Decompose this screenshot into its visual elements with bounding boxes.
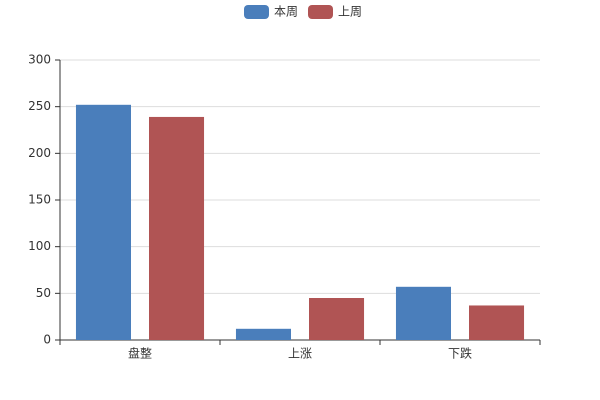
bar	[75, 104, 131, 340]
y-tick-label: 100	[28, 239, 51, 253]
bar	[235, 328, 291, 340]
y-tick-label: 150	[28, 193, 51, 207]
bar	[395, 286, 451, 340]
legend-swatch	[244, 5, 269, 19]
legend-label: 上周	[338, 5, 362, 19]
bar	[469, 305, 525, 340]
bar	[149, 116, 205, 340]
y-tick-label: 50	[36, 286, 51, 300]
x-tick-label: 上涨	[288, 346, 312, 361]
legend-swatch	[308, 5, 333, 19]
y-tick-label: 0	[43, 333, 51, 347]
bar	[309, 298, 365, 340]
y-tick-label: 250	[28, 99, 51, 113]
legend-label: 本周	[274, 5, 298, 19]
x-tick-label: 盘整	[128, 346, 152, 361]
y-tick-label: 300	[28, 53, 51, 67]
x-tick-label: 下跌	[448, 346, 472, 361]
y-tick-label: 200	[28, 146, 51, 160]
